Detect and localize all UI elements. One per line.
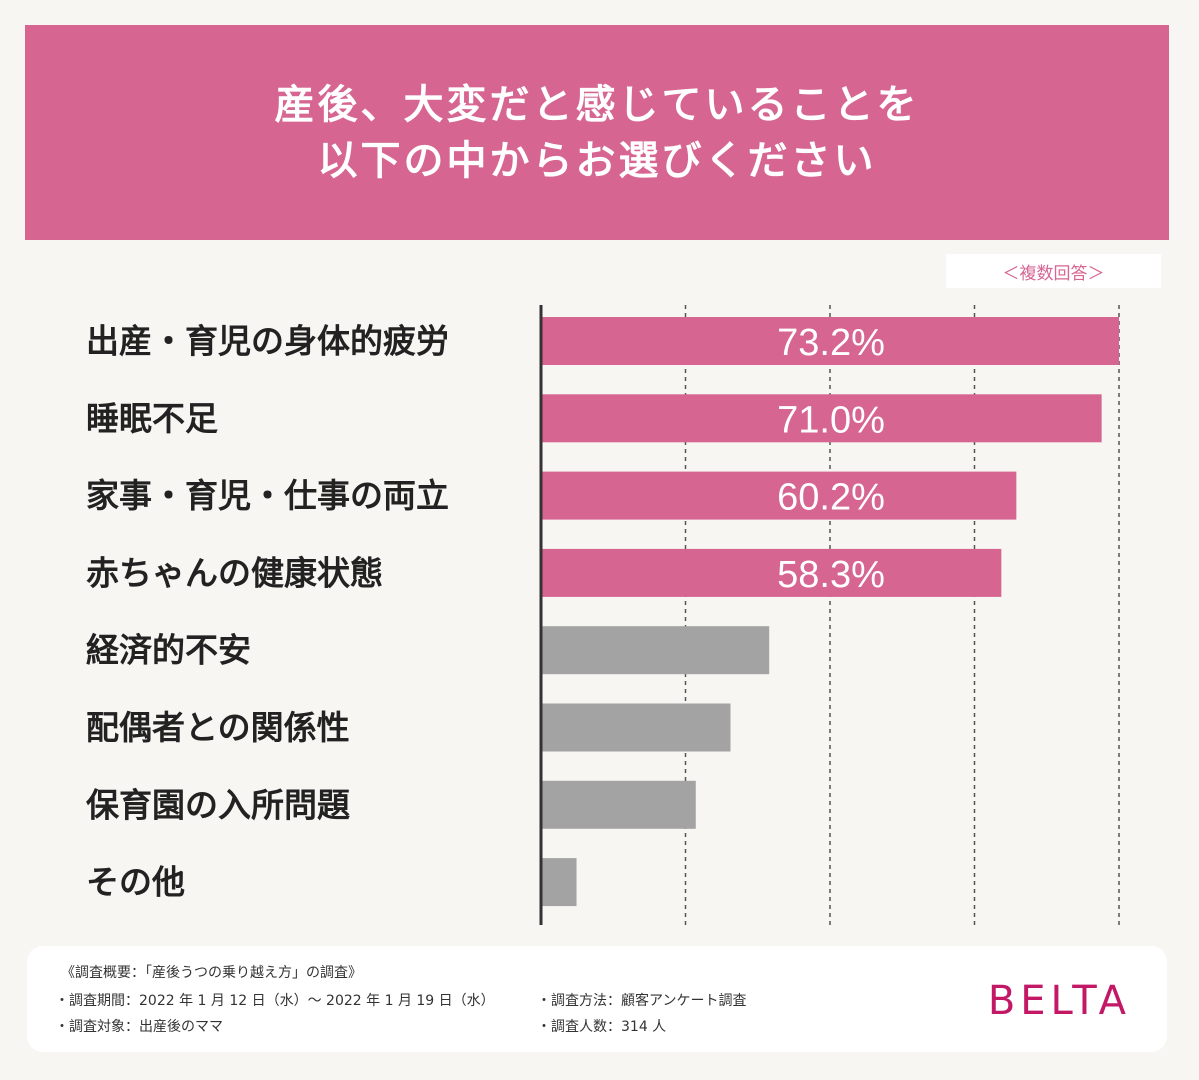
category-label: 配偶者との関係性 (86, 708, 350, 747)
bar (541, 626, 770, 675)
bar (541, 858, 577, 907)
category-label: 出産・育児の身体的疲労 (86, 322, 449, 361)
value-label: 71.0% (777, 399, 885, 441)
value-label: 58.3% (777, 554, 885, 596)
bar (541, 548, 1002, 597)
survey-heading: 《調査概要：「産後うつの乗り越え方」の調査》 (61, 965, 362, 981)
value-labels: 73.2% 71.0% 60.2% 58.3% (777, 322, 885, 596)
belta-logo: BELTA (987, 978, 1131, 1024)
category-label: 赤ちゃんの健康状態 (86, 553, 383, 592)
value-label: 73.2% (777, 322, 885, 364)
bar (541, 317, 1119, 365)
category-label: 家事・育児・仕事の両立 (86, 476, 449, 515)
bar-chart: 出産・育児の身体的疲労睡眠不足家事・育児・仕事の両立赤ちゃんの健康状態経済的不安… (86, 305, 1120, 925)
title-line-2: 以下の中からお選びください (317, 136, 877, 184)
survey-method: ・調査方法：顧客アンケート調査 (537, 993, 747, 1009)
category-label: 経済的不安 (86, 631, 251, 670)
bar (541, 780, 696, 829)
bar (541, 394, 1102, 443)
bar (541, 471, 1017, 520)
bar (541, 703, 731, 752)
multiple-answer-note: ＜複数回答＞ (946, 254, 1161, 288)
survey-target: ・調査対象：出産後のママ (55, 1019, 223, 1035)
survey-summary-box: 《調査概要：「産後うつの乗り越え方」の調査》 ・調査期間：2022 年 1 月 … (27, 946, 1167, 1052)
value-label: 60.2% (777, 477, 885, 519)
category-label: 保育園の入所問題 (86, 785, 350, 824)
category-labels: 出産・育児の身体的疲労睡眠不足家事・育児・仕事の両立赤ちゃんの健康状態経済的不安… (86, 322, 449, 902)
category-label: 睡眠不足 (86, 399, 218, 438)
title-line-1: 産後、大変だと感じていることを (274, 80, 920, 128)
survey-period: ・調査期間：2022 年 1 月 12 日（水）～ 2022 年 1 月 19 … (55, 993, 495, 1009)
category-label: その他 (86, 863, 185, 902)
bars (541, 317, 1119, 907)
title-banner: 産後、大変だと感じていることを 以下の中からお選びください (25, 25, 1169, 240)
survey-count: ・調査人数：314 人 (537, 1019, 667, 1035)
